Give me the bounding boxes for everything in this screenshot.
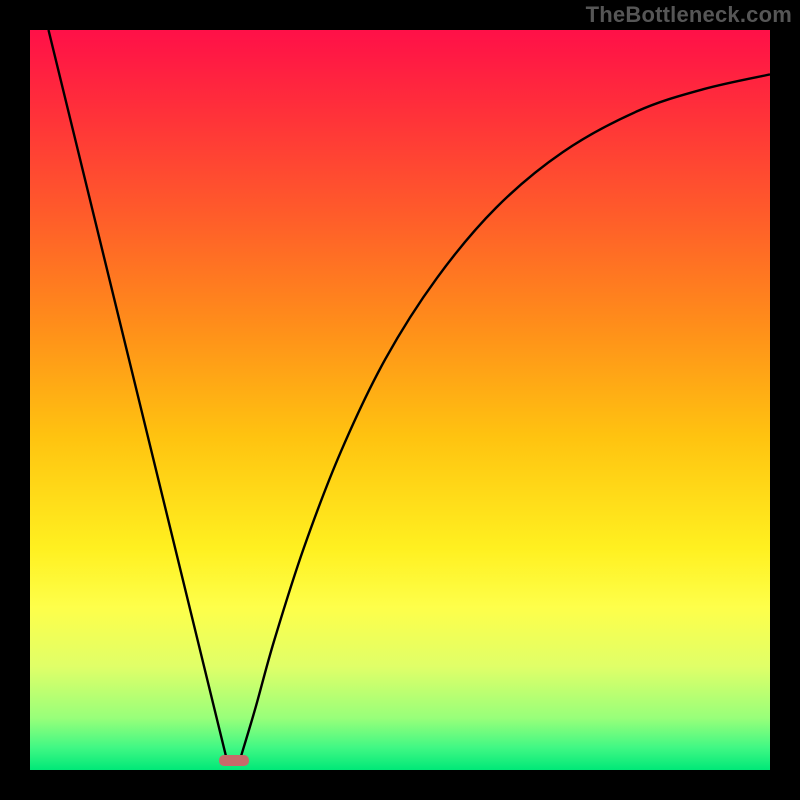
watermark-text: TheBottleneck.com xyxy=(586,2,792,28)
bottleneck-curve xyxy=(49,30,771,757)
curve-svg xyxy=(30,30,770,770)
optimum-marker xyxy=(219,755,249,766)
chart-container: TheBottleneck.com xyxy=(0,0,800,800)
plot-area xyxy=(30,30,770,770)
